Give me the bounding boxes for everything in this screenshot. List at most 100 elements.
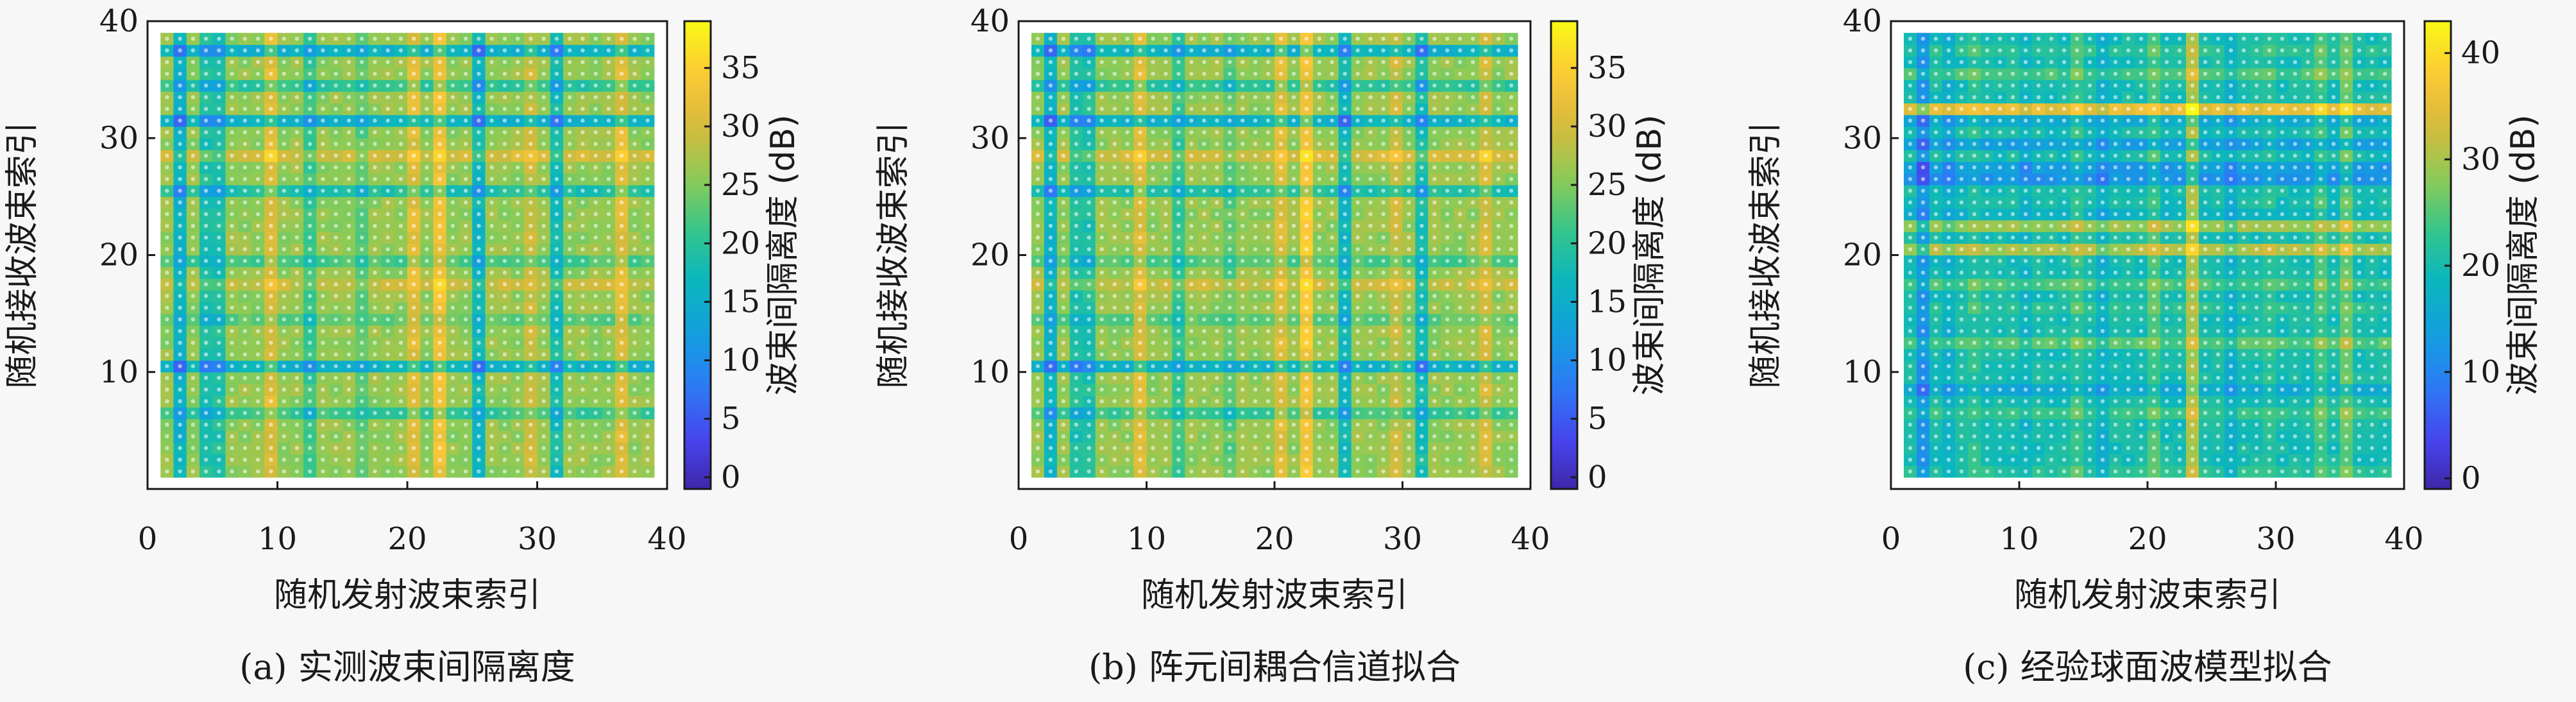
cell-point xyxy=(554,60,559,64)
cell-point xyxy=(463,130,468,135)
cell-point xyxy=(502,422,507,427)
cell-point xyxy=(619,107,624,111)
cell-point xyxy=(230,375,234,381)
cell-point xyxy=(1035,305,1040,310)
cell-point xyxy=(463,259,468,263)
cell-point xyxy=(294,142,300,146)
cell-point xyxy=(567,83,572,88)
cell-point xyxy=(554,422,559,427)
cell-point xyxy=(1112,259,1117,263)
cell-point xyxy=(502,399,507,404)
cell-point xyxy=(1164,270,1168,275)
cell-point xyxy=(359,71,364,76)
cell-point xyxy=(165,235,169,240)
cell-point xyxy=(1048,282,1053,287)
cell-point xyxy=(580,387,585,392)
cell-point xyxy=(567,375,572,381)
cell-point xyxy=(1138,282,1142,287)
heatmap-cells xyxy=(1031,33,1518,478)
cell-point xyxy=(1151,118,1155,123)
cell-point xyxy=(255,118,260,123)
cell-point xyxy=(203,259,208,263)
cell-point xyxy=(398,305,403,310)
cell-point xyxy=(606,118,611,123)
cell-point xyxy=(1035,83,1040,88)
cell-point xyxy=(645,305,650,310)
cell-point xyxy=(425,317,429,321)
cell-point xyxy=(645,142,650,146)
cell-point xyxy=(1202,71,1207,76)
cell-point xyxy=(1087,317,1091,321)
cell-point xyxy=(1227,434,1232,439)
cell-point xyxy=(203,212,208,216)
cell-point xyxy=(529,118,533,123)
cell-point xyxy=(515,340,520,345)
cell-point xyxy=(1087,375,1091,381)
cell-point xyxy=(282,340,286,345)
cell-point xyxy=(294,352,300,357)
cell-point xyxy=(398,130,403,135)
cell-point xyxy=(321,107,325,111)
colorbar-tick-label: 20 xyxy=(721,225,760,261)
cell-point xyxy=(606,305,611,310)
cell-point xyxy=(541,411,546,415)
cell-point xyxy=(529,95,533,99)
cell-point xyxy=(1151,165,1155,170)
cell-point xyxy=(165,153,169,158)
cell-point xyxy=(1164,118,1168,123)
cell-point xyxy=(619,270,624,275)
cell-point xyxy=(541,235,546,240)
cell-point xyxy=(1176,118,1181,123)
cell-point xyxy=(255,305,260,310)
cell-point xyxy=(217,37,221,41)
cell-point xyxy=(1215,364,1219,368)
cell-point xyxy=(398,83,403,88)
cell-point xyxy=(1164,399,1168,404)
cell-point xyxy=(346,83,352,88)
cell-point xyxy=(1112,200,1117,205)
cell-point xyxy=(1125,130,1130,135)
cell-point xyxy=(203,235,208,240)
cell-point xyxy=(269,107,273,111)
cell-point xyxy=(1074,153,1078,158)
cell-point xyxy=(411,247,416,252)
cell-point xyxy=(632,37,637,41)
cell-point xyxy=(632,142,637,146)
cell-point xyxy=(1074,37,1078,41)
cell-point xyxy=(463,142,468,146)
cell-point xyxy=(386,95,390,99)
cell-point xyxy=(307,165,312,170)
cell-point xyxy=(411,422,416,427)
cell-point xyxy=(450,130,455,135)
cell-point xyxy=(541,259,546,263)
cell-point xyxy=(541,458,546,462)
cell-point xyxy=(529,71,533,76)
cell-point xyxy=(580,60,585,64)
cell-point xyxy=(1164,422,1168,427)
cell-point xyxy=(230,83,234,88)
cell-point xyxy=(645,352,650,357)
cell-point xyxy=(593,364,598,368)
cell-point xyxy=(242,71,248,76)
cell-point xyxy=(1048,83,1053,88)
cell-point xyxy=(165,352,169,357)
cell-point xyxy=(230,212,234,216)
cell-point xyxy=(515,434,520,439)
cell-point xyxy=(1240,422,1245,427)
cell-point xyxy=(1151,294,1155,298)
cell-point xyxy=(529,259,533,263)
cell-point xyxy=(1176,317,1181,321)
cell-point xyxy=(217,118,221,123)
cell-point xyxy=(1227,83,1232,88)
cell-point xyxy=(1240,387,1245,392)
cell-point xyxy=(1061,458,1066,462)
cell-point xyxy=(255,329,260,334)
cell-point xyxy=(269,235,273,240)
cell-point xyxy=(1189,247,1194,252)
cell-point xyxy=(541,317,546,321)
cell-point xyxy=(1202,200,1207,205)
cell-point xyxy=(217,235,221,240)
cell-point xyxy=(541,83,546,88)
cell-point xyxy=(230,305,234,310)
cell-point xyxy=(437,282,442,287)
